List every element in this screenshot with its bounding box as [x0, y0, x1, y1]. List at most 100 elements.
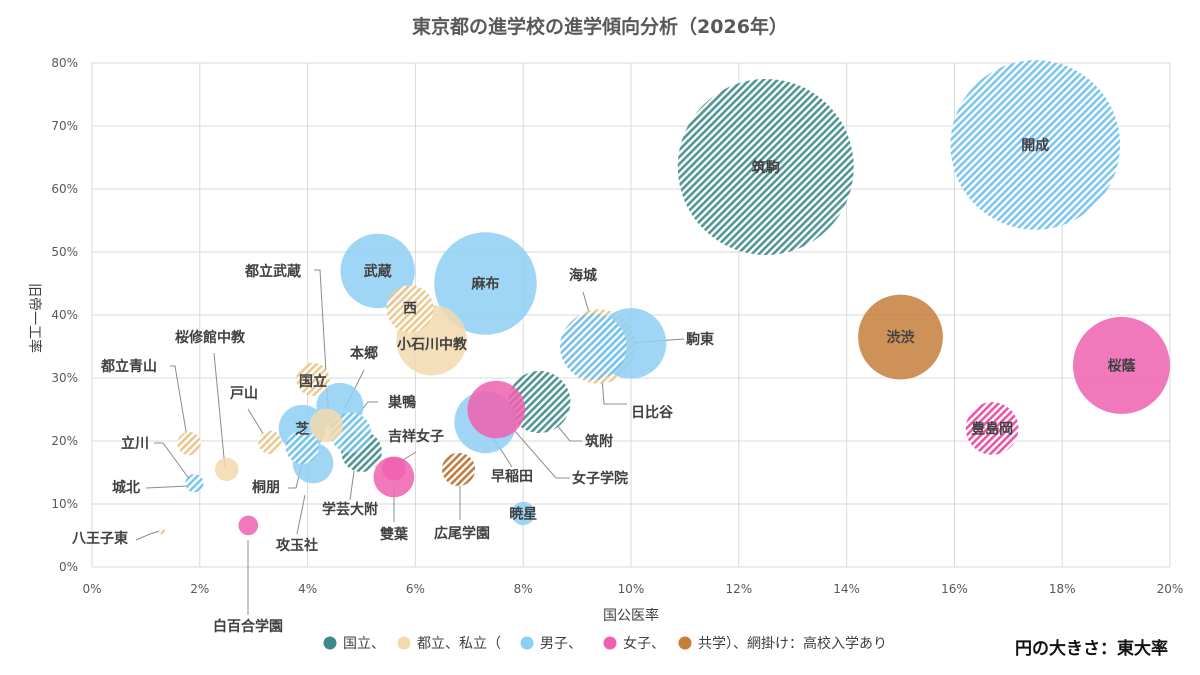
x-tick-label: 18% [1049, 582, 1076, 596]
bubble-28 [214, 457, 239, 482]
y-axis-title: 旧帝一工率 [26, 283, 43, 353]
bubble-label-5: 麻布 [470, 276, 499, 293]
y-tick-label: 60% [51, 182, 78, 196]
legend-marker-4 [678, 636, 692, 650]
legend-label-1: 都立、私立（ [417, 636, 501, 652]
bubble-13 [467, 380, 526, 439]
legend-label-3: 女子、 [623, 635, 665, 652]
bubble-1 [950, 60, 1121, 230]
bubble-label-4: 豊島岡 [971, 420, 1013, 437]
x-tick-label: 6% [406, 582, 425, 596]
leader-line-31 [145, 485, 189, 489]
bubble-4 [965, 402, 1019, 455]
x-tick-label: 4% [298, 582, 317, 596]
bubble-label-13: 女子学院 [572, 470, 628, 487]
bubble-32 [238, 515, 259, 536]
bubble-label-33: 八王子東 [71, 530, 128, 547]
bubble-label-0: 筑駒 [752, 159, 780, 176]
bubble-2 [858, 294, 943, 380]
bubble-label-14: 早稲田 [491, 468, 533, 485]
bubble-label-10: 海城 [569, 267, 597, 284]
legend-label-4: 共学）、網掛け：高校入学あり [698, 635, 887, 652]
bubble-22 [296, 362, 330, 396]
leader-line-13 [506, 421, 570, 479]
legend-marker-1 [397, 636, 411, 650]
x-tick-label: 0% [82, 582, 101, 596]
bubble-label-23: 都立武蔵 [244, 263, 301, 280]
x-axis-title: 国公医率 [603, 607, 659, 624]
bubble-label-19: 学芸大附 [322, 501, 378, 518]
bubble-26 [285, 430, 319, 464]
x-tick-label: 20% [1157, 582, 1184, 596]
bubble-label-9: 日比谷 [631, 404, 674, 421]
bubble-label-17: 雙葉 [380, 526, 409, 543]
bubble-label-26: 桐朋 [252, 479, 280, 496]
y-tick-label: 0% [59, 560, 78, 574]
legend-label-2: 男子、 [540, 636, 582, 652]
legend: 国立、 都立、私立（ 男子、 女子、 共学）、網掛け：高校入学あり [323, 635, 887, 652]
bubble-33 [159, 528, 166, 535]
bubble-label-3: 桜蔭 [1107, 357, 1136, 374]
y-tick-label: 30% [51, 371, 78, 385]
leader-line-28 [213, 352, 226, 469]
y-tick-label: 80% [51, 56, 78, 70]
bubble-0 [677, 78, 854, 255]
leader-line-29 [170, 365, 189, 444]
y-tick-label: 40% [51, 308, 78, 322]
y-tick-label: 20% [51, 434, 78, 448]
bubble-label-22: 国立 [299, 373, 327, 390]
y-tick-label: 70% [51, 119, 78, 133]
bubble-label-8: 小石川中教 [397, 336, 468, 353]
bubble-23 [309, 408, 344, 442]
bubble-label-15: 暁星 [509, 505, 537, 522]
bubble-16 [441, 452, 476, 486]
legend-marker-2 [520, 636, 534, 650]
y-tick-label: 50% [51, 245, 78, 259]
x-tick-label: 8% [514, 582, 533, 596]
bubble-7 [386, 285, 434, 333]
bubble-30 [181, 436, 197, 451]
bubble-label-18: 吉祥女子 [388, 428, 444, 445]
x-tick-label: 2% [190, 582, 209, 596]
x-tick-label: 10% [618, 582, 645, 596]
bubble-label-2: 渋渋 [887, 329, 915, 346]
legend-label-0: 国立、 [343, 636, 385, 652]
bubble-18 [382, 456, 406, 481]
x-tick-label: 12% [725, 582, 752, 596]
bubble-label-16: 広尾学園 [434, 525, 490, 542]
leader-line-25 [296, 494, 306, 535]
chart-title: 東京都の進学校の進学傾向分析（2026年） [412, 15, 788, 38]
bubbles [159, 60, 1170, 536]
bubble-label-30: 立川 [121, 435, 149, 452]
bubble-label-6: 武蔵 [364, 263, 392, 280]
bubble-label-27: 戸山 [230, 386, 258, 402]
bubble-31 [185, 474, 204, 493]
bubble-5 [434, 232, 537, 335]
legend-marker-0 [323, 636, 337, 650]
bubble-label-20: 巣鴨 [387, 394, 416, 411]
x-tick-label: 16% [941, 582, 968, 596]
x-tick-label: 14% [833, 582, 860, 596]
bubble-label-11: 駒東 [686, 331, 714, 348]
size-note: 円の大きさ：東大率 [1015, 638, 1168, 659]
bubble-label-7: 西 [403, 301, 417, 317]
bubble-27 [258, 430, 282, 455]
bubble-3 [1073, 316, 1170, 414]
bubble-label-21: 本郷 [350, 345, 378, 362]
bubble-label-1: 開成 [1021, 137, 1049, 154]
bubble-label-25: 攻玉社 [276, 537, 318, 554]
bubble-10 [560, 313, 627, 380]
bubble-label-28: 桜修館中教 [175, 329, 246, 346]
bubble-6 [340, 233, 415, 309]
bubble-label-24: 芝 [295, 420, 309, 437]
bubble-label-29: 都立青山 [100, 358, 157, 375]
leader-line-30 [154, 442, 191, 481]
bubble-15 [511, 501, 535, 526]
axes: 0% 10% 20% 30% 40% 50% 60% 70% 80% 0% 2% 4% 6% 8% 10% 1… [51, 56, 1183, 596]
y-tick-label: 10% [51, 497, 78, 511]
bubble-label-31: 城北 [112, 479, 140, 496]
bubble-label-12: 筑附 [585, 433, 613, 450]
